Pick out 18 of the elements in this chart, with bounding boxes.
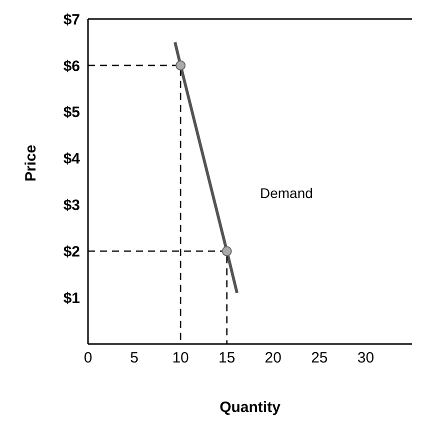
y-tick-label: $7: [63, 11, 80, 28]
x-tick-label: 5: [130, 350, 138, 367]
line-series: [174, 40, 239, 294]
y-tick-label: $1: [63, 290, 80, 307]
y-tick-label: $5: [63, 104, 80, 122]
x-tick-label: 15: [218, 350, 236, 367]
x-tick-label: 10: [172, 350, 189, 367]
x-tick-label: 20: [264, 350, 282, 367]
y-axis-title: Price: [22, 144, 40, 182]
y-tick-label: $2: [63, 243, 80, 260]
y-tick-label: $3: [63, 197, 80, 214]
y-tick-label: $6: [63, 58, 80, 75]
x-tick-label: 0: [84, 350, 92, 367]
x-tick-label: 25: [311, 350, 328, 367]
x-axis-title: Quantity: [220, 399, 282, 416]
annotation: Demand: [260, 185, 313, 201]
y-tick-label: $4: [63, 150, 81, 168]
x-tick-label: 30: [357, 350, 374, 367]
